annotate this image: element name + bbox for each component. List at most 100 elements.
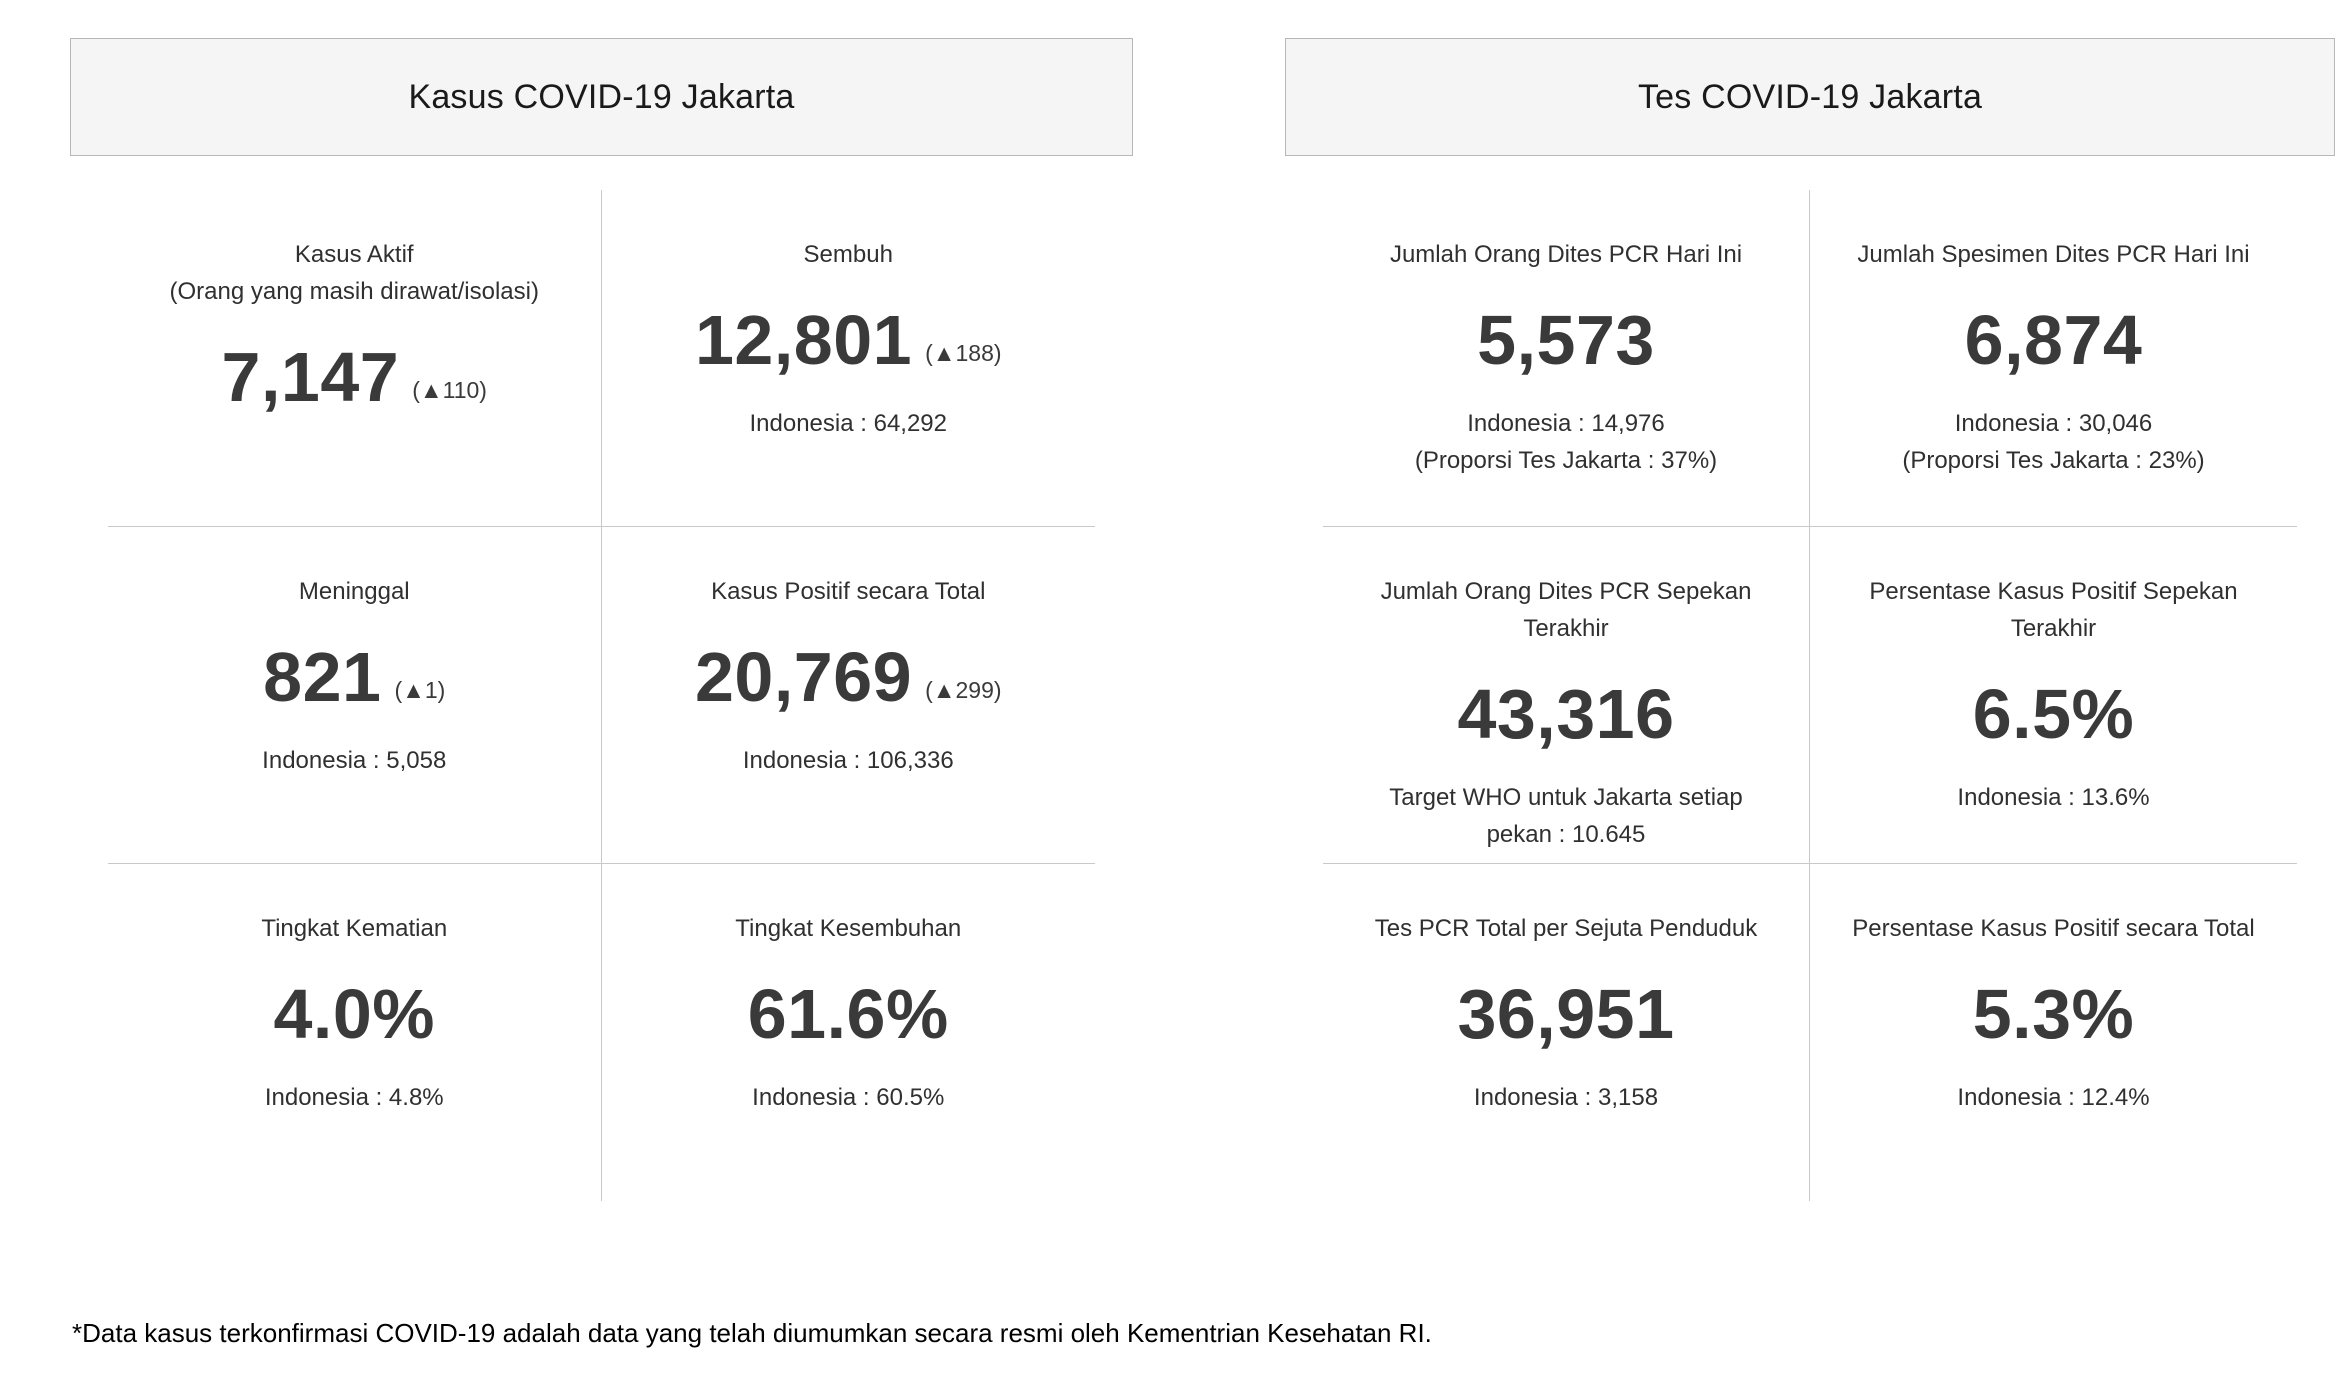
stat-label: Jumlah Orang Dites PCR Sepekan Terakhir	[1381, 573, 1752, 647]
data-source-footnote: *Data kasus terkonfirmasi COVID-19 adala…	[72, 1318, 1432, 1348]
stat-subtext: Indonesia : 60.5%	[752, 1079, 944, 1116]
stat-subtext-line: Indonesia : 13.6%	[1957, 784, 2150, 811]
stat-label: Persentase Kasus Positif secara Total	[1852, 910, 2254, 947]
stat-subtext: Indonesia : 5,058	[262, 742, 446, 779]
stat-subtext: Target WHO untuk Jakarta setiap pekan : 1…	[1389, 779, 1742, 853]
stat-label: Tes PCR Total per Sejuta Penduduk	[1375, 910, 1757, 947]
stat-label: Jumlah Orang Dites PCR Hari Ini	[1390, 236, 1742, 273]
stat-subtext: Indonesia : 12.4%	[1957, 1079, 2149, 1116]
stat-value: 4.0%	[273, 975, 436, 1053]
stat-value-row: 20,769 (▲299)	[695, 632, 1002, 722]
panel-kasus-header: Kasus COVID-19 Jakarta	[70, 38, 1133, 156]
stat-delta-increase: (▲110)	[412, 376, 487, 403]
stat-label-line: Sembuh	[803, 241, 893, 268]
stat-label-line: Tes PCR Total per Sejuta Penduduk	[1374, 915, 1758, 942]
stat-subtext-line: (Proporsi Tes Jakarta : 23%)	[1902, 447, 2205, 474]
stat-subtext-line: Indonesia : 30,046	[1954, 410, 2153, 437]
stat-cell: Jumlah Orang Dites PCR Hari Ini 5,573 Indo…	[1323, 190, 1810, 527]
stat-label-line: Jumlah Orang Dites PCR Hari Ini	[1389, 241, 1743, 268]
stat-value: 6.5%	[1972, 675, 2135, 753]
stat-value: 5.3%	[1972, 975, 2135, 1053]
stat-label-line: Meninggal	[298, 578, 410, 605]
stat-subtext: Indonesia : 3,158	[1474, 1079, 1658, 1116]
stat-cell: Tingkat Kematian 4.0% Indonesia : 4.8%	[108, 864, 602, 1201]
stat-value: 821	[263, 638, 382, 716]
stat-value: 12,801	[694, 301, 913, 379]
stat-cell: Tes PCR Total per Sejuta Penduduk 36,951 I…	[1323, 864, 1810, 1201]
stat-subtext: Indonesia : 64,292	[750, 405, 948, 442]
stat-subtext-line: Indonesia : 106,336	[742, 747, 954, 774]
stat-subtext: Indonesia : 106,336	[743, 742, 954, 779]
stat-label-line: Tingkat Kesembuhan	[735, 915, 962, 942]
stat-label-line: Persentase Kasus Positif secara Total	[1852, 915, 2255, 942]
stat-value-row: 61.6%	[748, 969, 949, 1059]
stat-value: 20,769	[694, 638, 913, 716]
stat-subtext-line: pekan : 10.645	[1486, 821, 1646, 848]
stat-label: Tingkat Kematian	[261, 910, 447, 947]
stat-value: 6,874	[1964, 301, 2143, 379]
stat-value-row: 43,316	[1457, 669, 1674, 759]
stat-delta-increase: (▲1)	[394, 676, 446, 703]
stat-delta-increase: (▲299)	[925, 676, 1002, 703]
stat-label: Jumlah Spesimen Dites PCR Hari Ini	[1857, 236, 2249, 273]
panel-tes-covid: Tes COVID-19 Jakarta Jumlah Orang Dites …	[1285, 38, 2335, 1201]
stat-value: 7,147	[221, 338, 400, 416]
stat-subtext: Indonesia : 13.6%	[1957, 779, 2149, 816]
stat-subtext-line: Indonesia : 60.5%	[752, 1084, 945, 1111]
stat-cell: Tingkat Kesembuhan 61.6% Indonesia : 60.5%	[602, 864, 1096, 1201]
panel-kasus-title: Kasus COVID-19 Jakarta	[408, 77, 795, 116]
stat-subtext-line: Indonesia : 64,292	[749, 410, 948, 437]
stat-value-row: 36,951	[1457, 969, 1674, 1059]
stat-subtext-line: Indonesia : 12.4%	[1957, 1084, 2150, 1111]
stat-value-row: 7,147 (▲110)	[222, 332, 487, 422]
stat-subtext: Indonesia : 30,046 (Proporsi Tes Jakarta …	[1902, 405, 2204, 479]
stat-label-line: Kasus Aktif	[294, 241, 414, 268]
stat-label-line: (Orang yang masih dirawat/isolasi)	[169, 278, 539, 305]
stat-value: 61.6%	[747, 975, 949, 1053]
stat-label-line: Jumlah Orang Dites PCR Sepekan	[1380, 578, 1752, 605]
stat-label-line: Jumlah Spesimen Dites PCR Hari Ini	[1857, 241, 2250, 268]
stat-value-row: 5,573	[1477, 295, 1655, 385]
stat-label-line: Kasus Positif secara Total	[711, 578, 986, 605]
stat-cell: Jumlah Orang Dites PCR Sepekan Terakhir 43…	[1323, 527, 1810, 864]
stat-subtext-line: Indonesia : 4.8%	[264, 1084, 444, 1111]
stat-delta-increase: (▲188)	[925, 339, 1002, 366]
stat-subtext-line: Indonesia : 3,158	[1473, 1084, 1659, 1111]
stat-value: 43,316	[1457, 675, 1675, 753]
panel-kasus-covid: Kasus COVID-19 Jakarta Kasus Aktif (Orang…	[70, 38, 1133, 1201]
stat-subtext-line: Indonesia : 14,976	[1467, 410, 1665, 437]
stat-value-row: 4.0%	[273, 969, 435, 1059]
stat-label: Sembuh	[804, 236, 893, 273]
stat-label-line: Tingkat Kematian	[261, 915, 448, 942]
stat-label: Meninggal	[299, 573, 410, 610]
stat-value-row: 5.3%	[1973, 969, 2135, 1059]
stat-label: Tingkat Kesembuhan	[735, 910, 961, 947]
tes-stat-grid: Jumlah Orang Dites PCR Hari Ini 5,573 Indo…	[1323, 190, 2297, 1201]
panel-tes-title: Tes COVID-19 Jakarta	[1637, 77, 1983, 116]
stat-cell: Jumlah Spesimen Dites PCR Hari Ini 6,874 I…	[1810, 190, 2297, 527]
stat-label-line: Persentase Kasus Positif Sepekan	[1869, 578, 2238, 605]
stat-label: Kasus Aktif (Orang yang masih dirawat/iso…	[170, 236, 539, 310]
panel-tes-header: Tes COVID-19 Jakarta	[1285, 38, 2335, 156]
stat-label-line: Terakhir	[1523, 615, 1609, 642]
stat-cell: Persentase Kasus Positif secara Total 5.3…	[1810, 864, 2297, 1201]
stat-subtext-line: Target WHO untuk Jakarta setiap	[1389, 784, 1743, 811]
kasus-stat-grid: Kasus Aktif (Orang yang masih dirawat/iso…	[108, 190, 1095, 1201]
stat-value: 36,951	[1457, 975, 1675, 1053]
stat-cell: Meninggal 821 (▲1) Indonesia : 5,058	[108, 527, 602, 864]
stat-label: Persentase Kasus Positif Sepekan Terakhir	[1869, 573, 2237, 647]
stat-value-row: 12,801 (▲188)	[695, 295, 1002, 385]
stat-subtext: Indonesia : 14,976 (Proporsi Tes Jakarta …	[1415, 405, 1717, 479]
stat-cell: Persentase Kasus Positif Sepekan Terakhir…	[1810, 527, 2297, 864]
stat-subtext-line: Indonesia : 5,058	[262, 747, 447, 774]
stat-value-row: 821 (▲1)	[263, 632, 445, 722]
stat-value-row: 6,874	[1965, 295, 2143, 385]
stat-subtext: Indonesia : 4.8%	[265, 1079, 444, 1116]
stat-cell: Sembuh 12,801 (▲188) Indonesia : 64,292	[601, 190, 1095, 527]
stat-label: Kasus Positif secara Total	[711, 573, 985, 610]
stat-cell: Kasus Aktif (Orang yang masih dirawat/iso…	[108, 190, 602, 527]
stat-value-row: 6.5%	[1973, 669, 2135, 759]
stat-cell: Kasus Positif secara Total 20,769 (▲299) In…	[601, 527, 1095, 864]
stat-label-line: Terakhir	[2010, 615, 2097, 642]
stat-value: 5,573	[1477, 301, 1655, 379]
